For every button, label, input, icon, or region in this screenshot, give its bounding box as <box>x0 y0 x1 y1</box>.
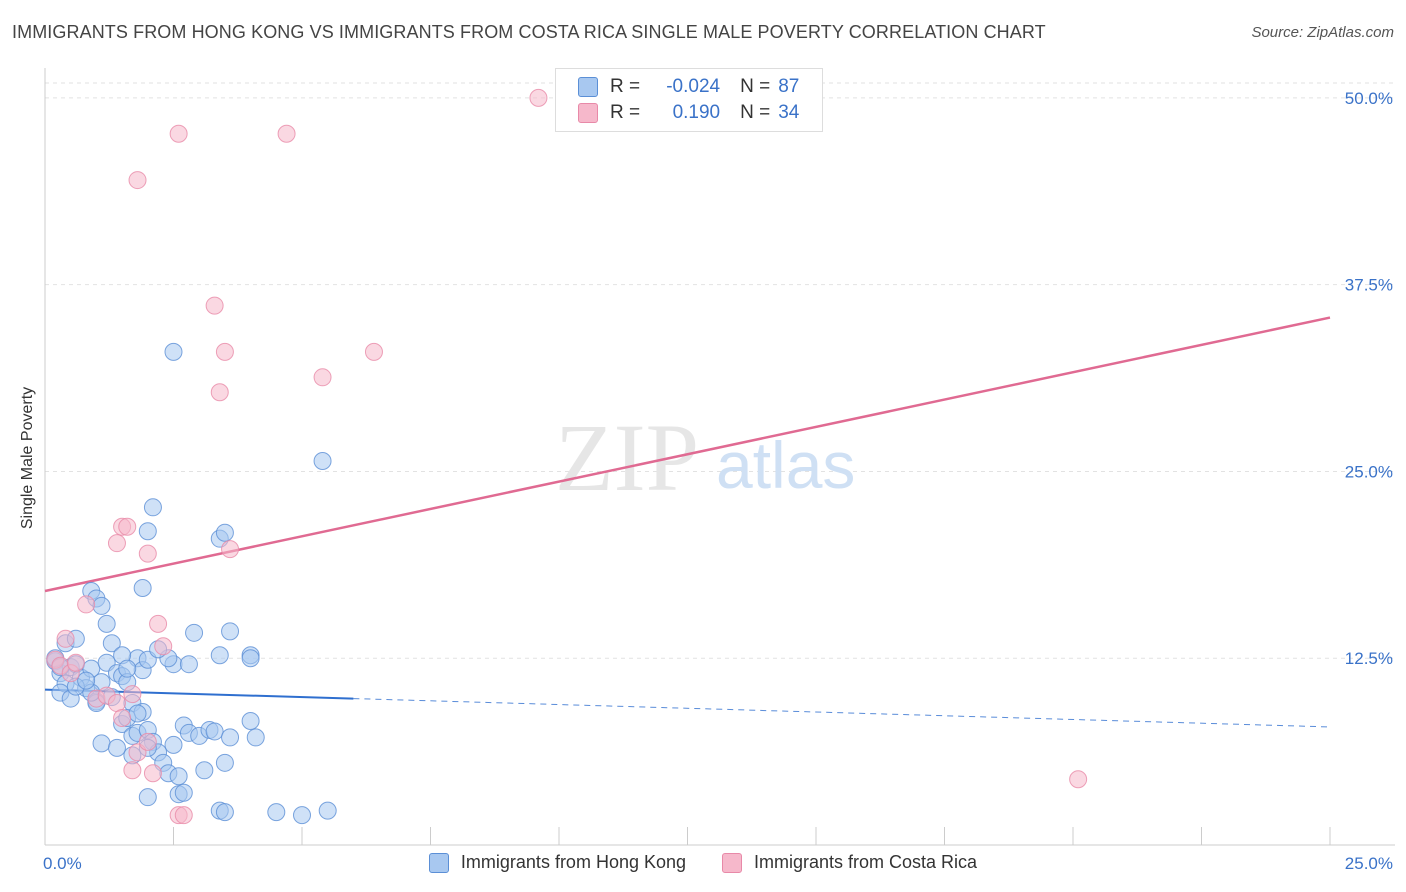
r-label: R = <box>610 102 641 123</box>
costa-rica-point <box>529 88 548 107</box>
trend-line-costa-rica <box>44 316 1331 593</box>
legend-label-costa-rica: Immigrants from Costa Rica <box>754 852 978 872</box>
costa-rica-point <box>169 124 188 143</box>
costa-rica-point <box>149 614 168 633</box>
hong-kong-point <box>77 671 96 690</box>
y-tick-label: 37.5% <box>1345 276 1393 295</box>
costa-rica-point <box>107 534 126 553</box>
hong-kong-point <box>133 578 152 597</box>
hong-kong-point <box>169 767 188 786</box>
costa-rica-point <box>123 685 142 704</box>
data-points <box>46 88 1088 825</box>
hong-kong-point <box>215 803 234 822</box>
ticks: 12.5% 25.0% 37.5% 50.0% 0.0% 25.0% <box>43 89 1393 873</box>
legend-item-costa-rica: Immigrants from Costa Rica <box>722 852 977 873</box>
hong-kong-point <box>143 498 162 517</box>
legend-row-hong-kong: R = -0.024 N = 87 <box>578 74 799 100</box>
legend-item-hong-kong: Immigrants from Hong Kong <box>428 852 687 873</box>
series-legend: Immigrants from Hong Kong Immigrants fro… <box>0 852 1406 873</box>
hong-kong-point <box>210 646 229 665</box>
y-tick-label: 25.0% <box>1345 462 1393 481</box>
costa-rica-point <box>118 517 137 536</box>
hong-kong-point <box>267 803 286 822</box>
costa-rica-point <box>221 540 240 559</box>
trend-line-hong-kong-extension <box>353 698 1331 728</box>
chart-title: IMMIGRANTS FROM HONG KONG VS IMMIGRANTS … <box>12 22 1046 42</box>
legend-row-costa-rica: R = 0.190 N = 34 <box>578 100 799 126</box>
y-tick-label: 50.0% <box>1345 89 1393 108</box>
costa-rica-point <box>277 124 296 143</box>
costa-rica-point <box>138 544 157 563</box>
costa-rica-point <box>154 637 173 656</box>
gridlines <box>45 82 1395 659</box>
x-tick-label: 25.0% <box>1345 854 1393 873</box>
n-value-hong-kong: 87 <box>778 76 800 97</box>
hong-kong-point <box>102 634 121 653</box>
hong-kong-point <box>128 704 147 723</box>
costa-rica-point <box>215 342 234 361</box>
legend-swatch-pink <box>578 103 598 123</box>
costa-rica-point <box>113 708 132 727</box>
costa-rica-point <box>174 806 193 825</box>
costa-rica-point <box>210 383 229 402</box>
costa-rica-point <box>138 732 157 751</box>
costa-rica-point <box>205 296 224 315</box>
hong-kong-point <box>221 728 240 747</box>
hong-kong-point <box>164 342 183 361</box>
costa-rica-point <box>143 764 162 783</box>
hong-kong-point <box>241 711 260 730</box>
hong-kong-point <box>92 734 111 753</box>
hong-kong-point <box>107 738 126 757</box>
costa-rica-point <box>107 694 126 713</box>
costa-rica-point <box>56 629 75 648</box>
costa-rica-point <box>66 653 85 672</box>
hong-kong-point <box>92 596 111 615</box>
hong-kong-point <box>164 735 183 754</box>
y-tick-label: 12.5% <box>1345 649 1393 668</box>
hong-kong-point <box>174 783 193 802</box>
hong-kong-point <box>246 728 265 747</box>
hong-kong-point <box>313 451 332 470</box>
hong-kong-point <box>138 788 157 807</box>
hong-kong-point <box>318 801 337 820</box>
n-label: N = <box>740 102 771 123</box>
hong-kong-point <box>241 649 260 668</box>
legend-swatch-blue <box>578 77 598 97</box>
hong-kong-point <box>293 806 311 825</box>
hong-kong-point <box>195 761 214 780</box>
hong-kong-point <box>221 622 240 641</box>
legend-label-hong-kong: Immigrants from Hong Kong <box>460 852 687 872</box>
r-value-costa-rica: 0.190 <box>672 102 721 123</box>
y-axis-label: Single Male Poverty <box>19 386 36 530</box>
costa-rica-point <box>364 342 383 361</box>
r-label: R = <box>610 76 641 97</box>
hong-kong-point <box>138 522 157 541</box>
correlation-legend: R = -0.024 N = 87 R = 0.190 N = 34 <box>555 68 823 132</box>
hong-kong-point <box>185 623 204 642</box>
hong-kong-point <box>97 614 116 633</box>
legend-swatch-pink <box>722 852 743 873</box>
costa-rica-point <box>1069 770 1088 789</box>
hong-kong-point <box>215 753 234 772</box>
hong-kong-point <box>179 655 198 674</box>
costa-rica-point <box>313 368 332 387</box>
source-label: Source: ZipAtlas.com <box>1251 24 1394 41</box>
n-value-costa-rica: 34 <box>778 102 800 123</box>
costa-rica-point <box>77 595 96 614</box>
costa-rica-point <box>128 171 147 190</box>
hong-kong-point <box>205 722 224 741</box>
axes <box>44 68 1395 846</box>
watermark: ZIP atlas <box>555 404 855 511</box>
costa-rica-point <box>123 761 142 780</box>
legend-swatch-blue <box>428 852 449 873</box>
watermark-atlas: atlas <box>716 428 855 502</box>
hong-kong-point <box>215 523 234 542</box>
hong-kong-point <box>118 659 137 678</box>
trend-lines <box>44 316 1331 728</box>
x-tick-label: 0.0% <box>43 854 82 873</box>
r-value-hong-kong: -0.024 <box>666 76 721 97</box>
n-label: N = <box>740 76 771 97</box>
